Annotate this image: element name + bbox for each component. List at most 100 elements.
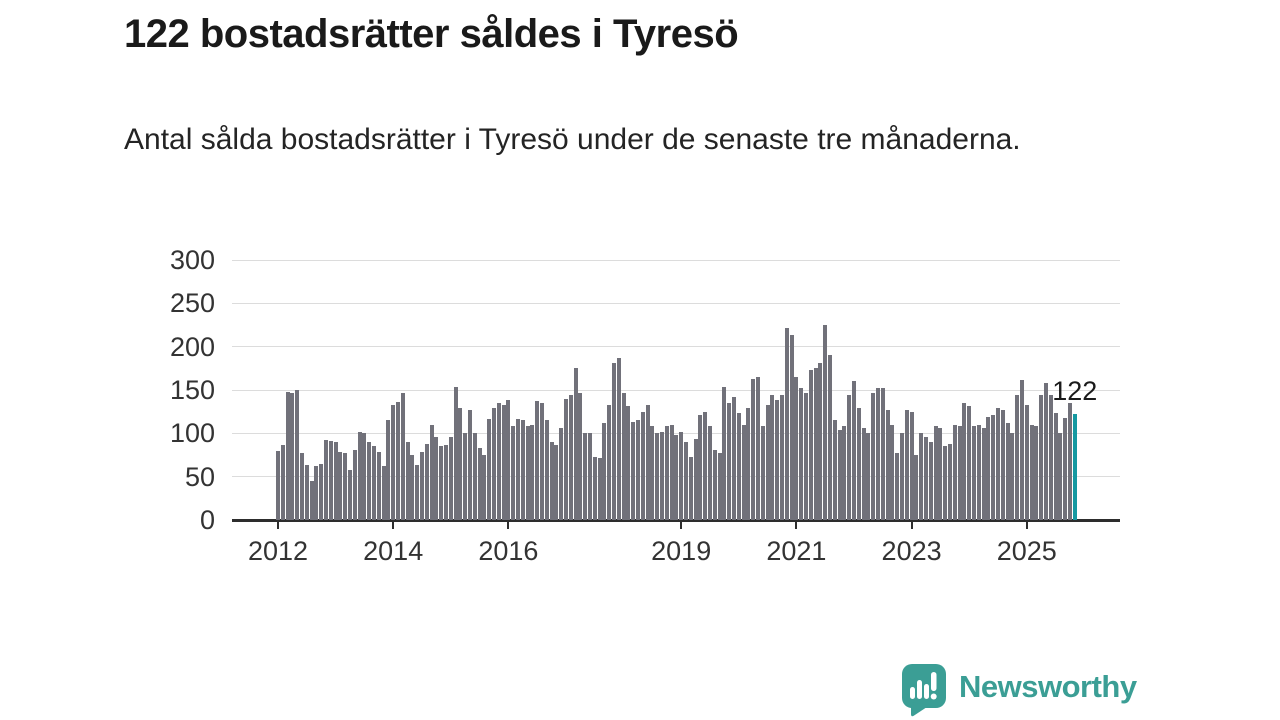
bar <box>799 388 804 520</box>
bar <box>679 431 684 520</box>
bar <box>468 409 472 520</box>
bar <box>400 393 405 520</box>
bar <box>688 456 693 520</box>
x-axis-tick <box>680 521 683 529</box>
bar <box>530 424 535 520</box>
bar <box>693 438 698 520</box>
bar <box>588 433 592 520</box>
bar <box>1063 417 1068 520</box>
newsworthy-logo: Newsworthy <box>902 664 1137 717</box>
bar <box>640 411 645 520</box>
chart-title: 122 bostadsrätter såldes i Tyresö <box>124 12 739 56</box>
bar <box>324 440 328 520</box>
bar <box>765 404 770 520</box>
bar <box>458 408 463 520</box>
bar <box>583 433 588 520</box>
bar <box>650 426 655 520</box>
bar <box>712 449 717 520</box>
x-axis-tick <box>392 521 395 529</box>
bar <box>516 418 520 520</box>
bar <box>444 444 448 520</box>
bar <box>309 481 314 520</box>
bar <box>928 442 933 520</box>
bar <box>544 420 549 520</box>
bar <box>1034 426 1039 520</box>
bar <box>904 409 909 520</box>
bar <box>660 431 664 520</box>
bar <box>885 409 890 520</box>
bar <box>1044 383 1048 520</box>
bar <box>751 378 756 520</box>
bar <box>967 406 972 520</box>
bar <box>813 368 818 520</box>
bar <box>784 328 789 520</box>
bar <box>933 426 938 520</box>
x-axis-label: 2023 <box>881 536 942 566</box>
bar <box>372 446 376 520</box>
bar <box>900 433 904 520</box>
y-axis-label: 200 <box>169 331 215 362</box>
bar <box>842 426 847 520</box>
bar <box>938 428 943 520</box>
bar <box>319 463 324 520</box>
bar <box>343 453 348 520</box>
bar <box>856 408 861 520</box>
bar <box>1068 403 1072 520</box>
bar <box>410 455 415 520</box>
bar <box>506 400 511 520</box>
bar <box>852 381 856 520</box>
bar <box>573 368 578 520</box>
bar <box>1005 422 1010 520</box>
bar <box>1058 433 1063 520</box>
bar <box>770 395 775 520</box>
bar <box>866 433 871 520</box>
bar <box>789 335 794 520</box>
bar <box>391 404 396 520</box>
bar <box>381 466 386 520</box>
bar <box>708 426 712 520</box>
bar <box>804 393 808 520</box>
bar <box>645 404 650 520</box>
bar <box>669 424 674 520</box>
y-axis-label: 0 <box>199 505 215 535</box>
bar <box>348 469 352 520</box>
bar <box>948 443 952 520</box>
x-axis-line <box>232 518 1120 522</box>
bar <box>338 451 343 520</box>
x-axis-label: 2016 <box>478 536 539 566</box>
bar <box>1053 413 1058 520</box>
bar <box>962 403 967 520</box>
bar <box>996 408 1000 520</box>
y-axis-label: 50 <box>184 461 215 492</box>
x-axis-label: 2012 <box>247 536 309 566</box>
bar <box>280 444 285 520</box>
y-axis-label: 250 <box>169 288 215 319</box>
bar <box>794 377 799 520</box>
bar <box>357 431 362 520</box>
bar <box>972 426 976 520</box>
bar <box>986 416 991 520</box>
gridline <box>232 432 1120 434</box>
y-axis-label: 100 <box>169 418 215 449</box>
bar <box>1020 379 1024 520</box>
bar <box>1048 395 1053 520</box>
bar <box>674 435 679 520</box>
bar <box>664 426 669 520</box>
bar <box>420 451 424 520</box>
gridline <box>232 346 1120 348</box>
bar <box>828 355 832 520</box>
bar <box>285 391 290 520</box>
bar <box>554 444 559 520</box>
x-axis-label: 2021 <box>766 536 827 566</box>
bar <box>578 393 583 520</box>
bar <box>775 400 780 520</box>
bar <box>818 363 823 520</box>
bar <box>496 403 501 520</box>
x-axis-tick <box>1025 521 1028 529</box>
bar <box>943 446 948 520</box>
bar <box>396 402 400 520</box>
x-axis-tick <box>507 521 510 529</box>
x-axis-tick <box>795 521 798 529</box>
bar <box>463 433 468 520</box>
